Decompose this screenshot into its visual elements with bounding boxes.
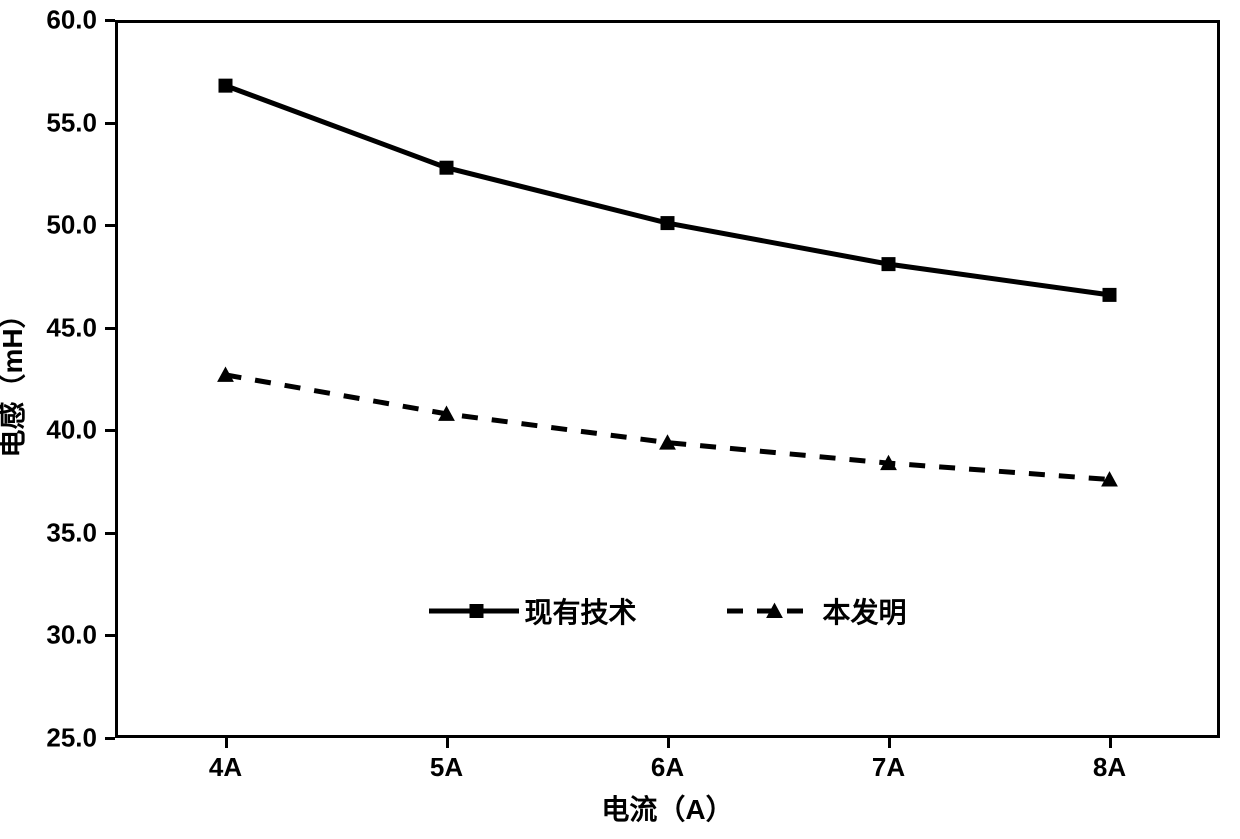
y-tick-label: 50.0 [35, 210, 97, 241]
y-tick-label: 30.0 [35, 620, 97, 651]
y-tick-label: 35.0 [35, 517, 97, 548]
y-tick-mark [105, 634, 115, 637]
x-tick-mark [446, 738, 449, 748]
x-tick-label: 8A [1093, 752, 1126, 783]
legend-label-prior-art: 现有技术 [525, 591, 637, 631]
series-marker-prior-art [882, 257, 896, 271]
series-marker-prior-art [661, 216, 675, 230]
x-tick-mark [225, 738, 228, 748]
legend-swatch-prior-art [429, 596, 519, 626]
series-line-invention [226, 375, 1110, 480]
legend-item-prior-art: 现有技术 [429, 591, 637, 631]
y-axis-title: 电感（mH） [0, 300, 31, 457]
y-tick-label: 25.0 [35, 723, 97, 754]
chart-root: 电感（mH） 电流（A） 现有技术 本发明 25.0 30.0 35.0 40.0 45.… [0, 0, 1240, 839]
y-tick-mark [105, 19, 115, 22]
y-tick-mark [105, 327, 115, 330]
legend-item-invention: 本发明 [727, 591, 907, 631]
y-tick-mark [105, 122, 115, 125]
x-tick-mark [888, 738, 891, 748]
x-tick-label: 6A [651, 752, 684, 783]
y-tick-label: 45.0 [35, 312, 97, 343]
series-line-prior-art [226, 86, 1110, 295]
y-tick-mark [105, 224, 115, 227]
x-tick-mark [667, 738, 670, 748]
y-tick-label: 55.0 [35, 107, 97, 138]
y-tick-mark [105, 737, 115, 740]
x-tick-mark [1109, 738, 1112, 748]
series-marker-prior-art [440, 161, 454, 175]
y-tick-mark [105, 532, 115, 535]
legend-swatch-invention [727, 596, 817, 626]
y-tick-mark [105, 429, 115, 432]
x-tick-label: 4A [209, 752, 242, 783]
y-tick-label: 40.0 [35, 415, 97, 446]
legend: 现有技术 本发明 [429, 591, 907, 631]
series-marker-prior-art [219, 79, 233, 93]
chart-lines-svg [0, 0, 1240, 839]
legend-label-invention: 本发明 [823, 591, 907, 631]
x-tick-label: 5A [430, 752, 463, 783]
x-axis-title: 电流（A） [601, 788, 733, 828]
series-marker-prior-art [1103, 288, 1117, 302]
x-tick-label: 7A [872, 752, 905, 783]
y-tick-label: 60.0 [35, 5, 97, 36]
